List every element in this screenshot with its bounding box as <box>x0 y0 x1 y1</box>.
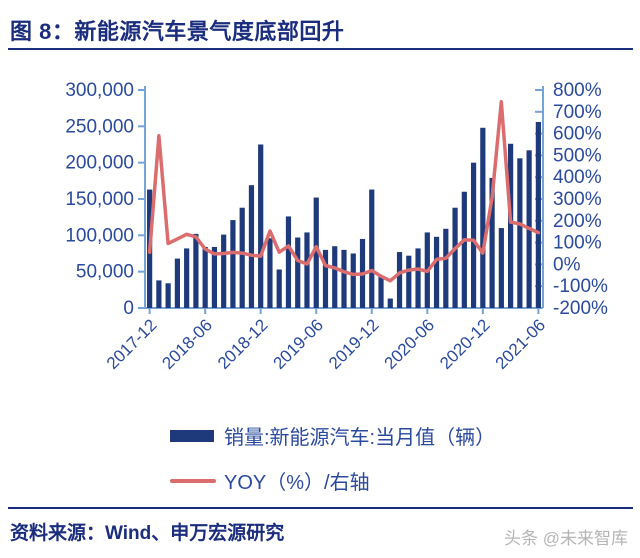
title-underline <box>8 48 633 50</box>
chart-legend: 销量:新能源汽车:当月值（辆） YOY（%）/右轴 <box>170 421 495 495</box>
chart-canvas: 300,000 250,000 200,000 150,000 100,000 50,00… <box>65 80 608 373</box>
bar <box>230 220 236 308</box>
x-axis-tick-label: 2020-06 <box>381 315 439 373</box>
bar <box>508 143 514 308</box>
right-axis-tick-label: 300% <box>553 189 602 210</box>
bar <box>461 191 467 308</box>
bar <box>165 283 171 308</box>
bar <box>378 276 384 308</box>
bar <box>156 280 162 308</box>
right-axis-tick-label: 0% <box>553 254 581 275</box>
bar <box>535 121 541 309</box>
bar <box>406 255 412 308</box>
bar <box>350 253 356 308</box>
bar <box>184 248 190 308</box>
bar <box>276 269 282 308</box>
bar <box>221 234 227 308</box>
legend-row-yoy: YOY（%）/右轴 <box>170 466 495 495</box>
bar <box>415 248 421 308</box>
right-axis-tick-label: 500% <box>553 145 602 166</box>
left-axis-tick-label: 250,000 <box>65 116 134 137</box>
bar <box>304 232 310 308</box>
bar <box>498 228 504 308</box>
bar <box>258 144 264 308</box>
x-axis-tick-label: 2019-06 <box>270 315 328 373</box>
bar <box>480 127 486 308</box>
source-note: 资料来源：Wind、申万宏源研究 <box>10 523 285 544</box>
x-axis-tick-label: 2018-06 <box>158 315 216 373</box>
legend-bar-label: 销量:新能源汽车:当月值（辆） <box>224 427 496 449</box>
bar <box>332 246 338 308</box>
watermark-text: 头条 @未来智库 <box>504 529 628 548</box>
yoy-line <box>147 100 541 283</box>
bar <box>211 246 218 308</box>
bar <box>202 246 208 308</box>
bar <box>193 233 199 308</box>
left-axis-tick-label: 100,000 <box>65 225 134 246</box>
bar <box>248 185 255 308</box>
right-axis-tick-label: -100% <box>553 276 608 297</box>
x-axis-tick-label: 2021-06 <box>492 315 550 373</box>
bar <box>174 258 180 308</box>
right-axis-tick-label: 700% <box>553 102 602 123</box>
x-axis-tick-label: 2017-12 <box>103 315 161 373</box>
bar <box>387 298 393 308</box>
bar <box>470 162 477 308</box>
left-axis-tick-label: 300,000 <box>65 80 134 101</box>
left-axis-tick-label: 150,000 <box>65 189 134 210</box>
bar <box>341 249 347 308</box>
bar <box>313 197 319 308</box>
right-axis-tick-label: 100% <box>553 233 602 254</box>
bar <box>396 252 403 308</box>
right-axis-tick-label: 600% <box>553 124 602 145</box>
x-axis-tick-label: 2019-12 <box>325 315 383 373</box>
legend-bar-swatch <box>170 429 214 442</box>
bar <box>452 207 458 308</box>
left-axis-tick-label: 50,000 <box>76 262 134 283</box>
bar <box>443 228 449 308</box>
x-axis-tick-label: 2018-12 <box>214 315 272 373</box>
bar <box>517 158 523 308</box>
bar <box>433 236 440 308</box>
footer-divider <box>8 507 633 509</box>
left-axis-tick-label: 200,000 <box>65 153 134 174</box>
bar <box>369 189 375 308</box>
bar <box>295 237 301 308</box>
legend-line-label: YOY（%）/右轴 <box>224 472 370 494</box>
x-axis-tick-label: 2020-12 <box>436 315 494 373</box>
right-axis-tick-label: 400% <box>553 167 602 188</box>
left-axis-tick-label: 0 <box>123 298 134 319</box>
right-axis-tick-label: 200% <box>553 211 602 232</box>
bar <box>285 216 292 308</box>
bar <box>322 249 329 308</box>
legend-line-swatch <box>170 478 216 483</box>
figure-title: 图 8：新能源汽车景气度底部回升 <box>10 19 345 44</box>
legend-row-sales: 销量:新能源汽车:当月值（辆） <box>170 421 495 450</box>
right-axis-tick-label: 800% <box>553 80 602 101</box>
right-axis-tick-label: -200% <box>553 298 608 319</box>
bar <box>267 238 273 308</box>
bar <box>239 207 245 308</box>
bar <box>489 177 495 308</box>
